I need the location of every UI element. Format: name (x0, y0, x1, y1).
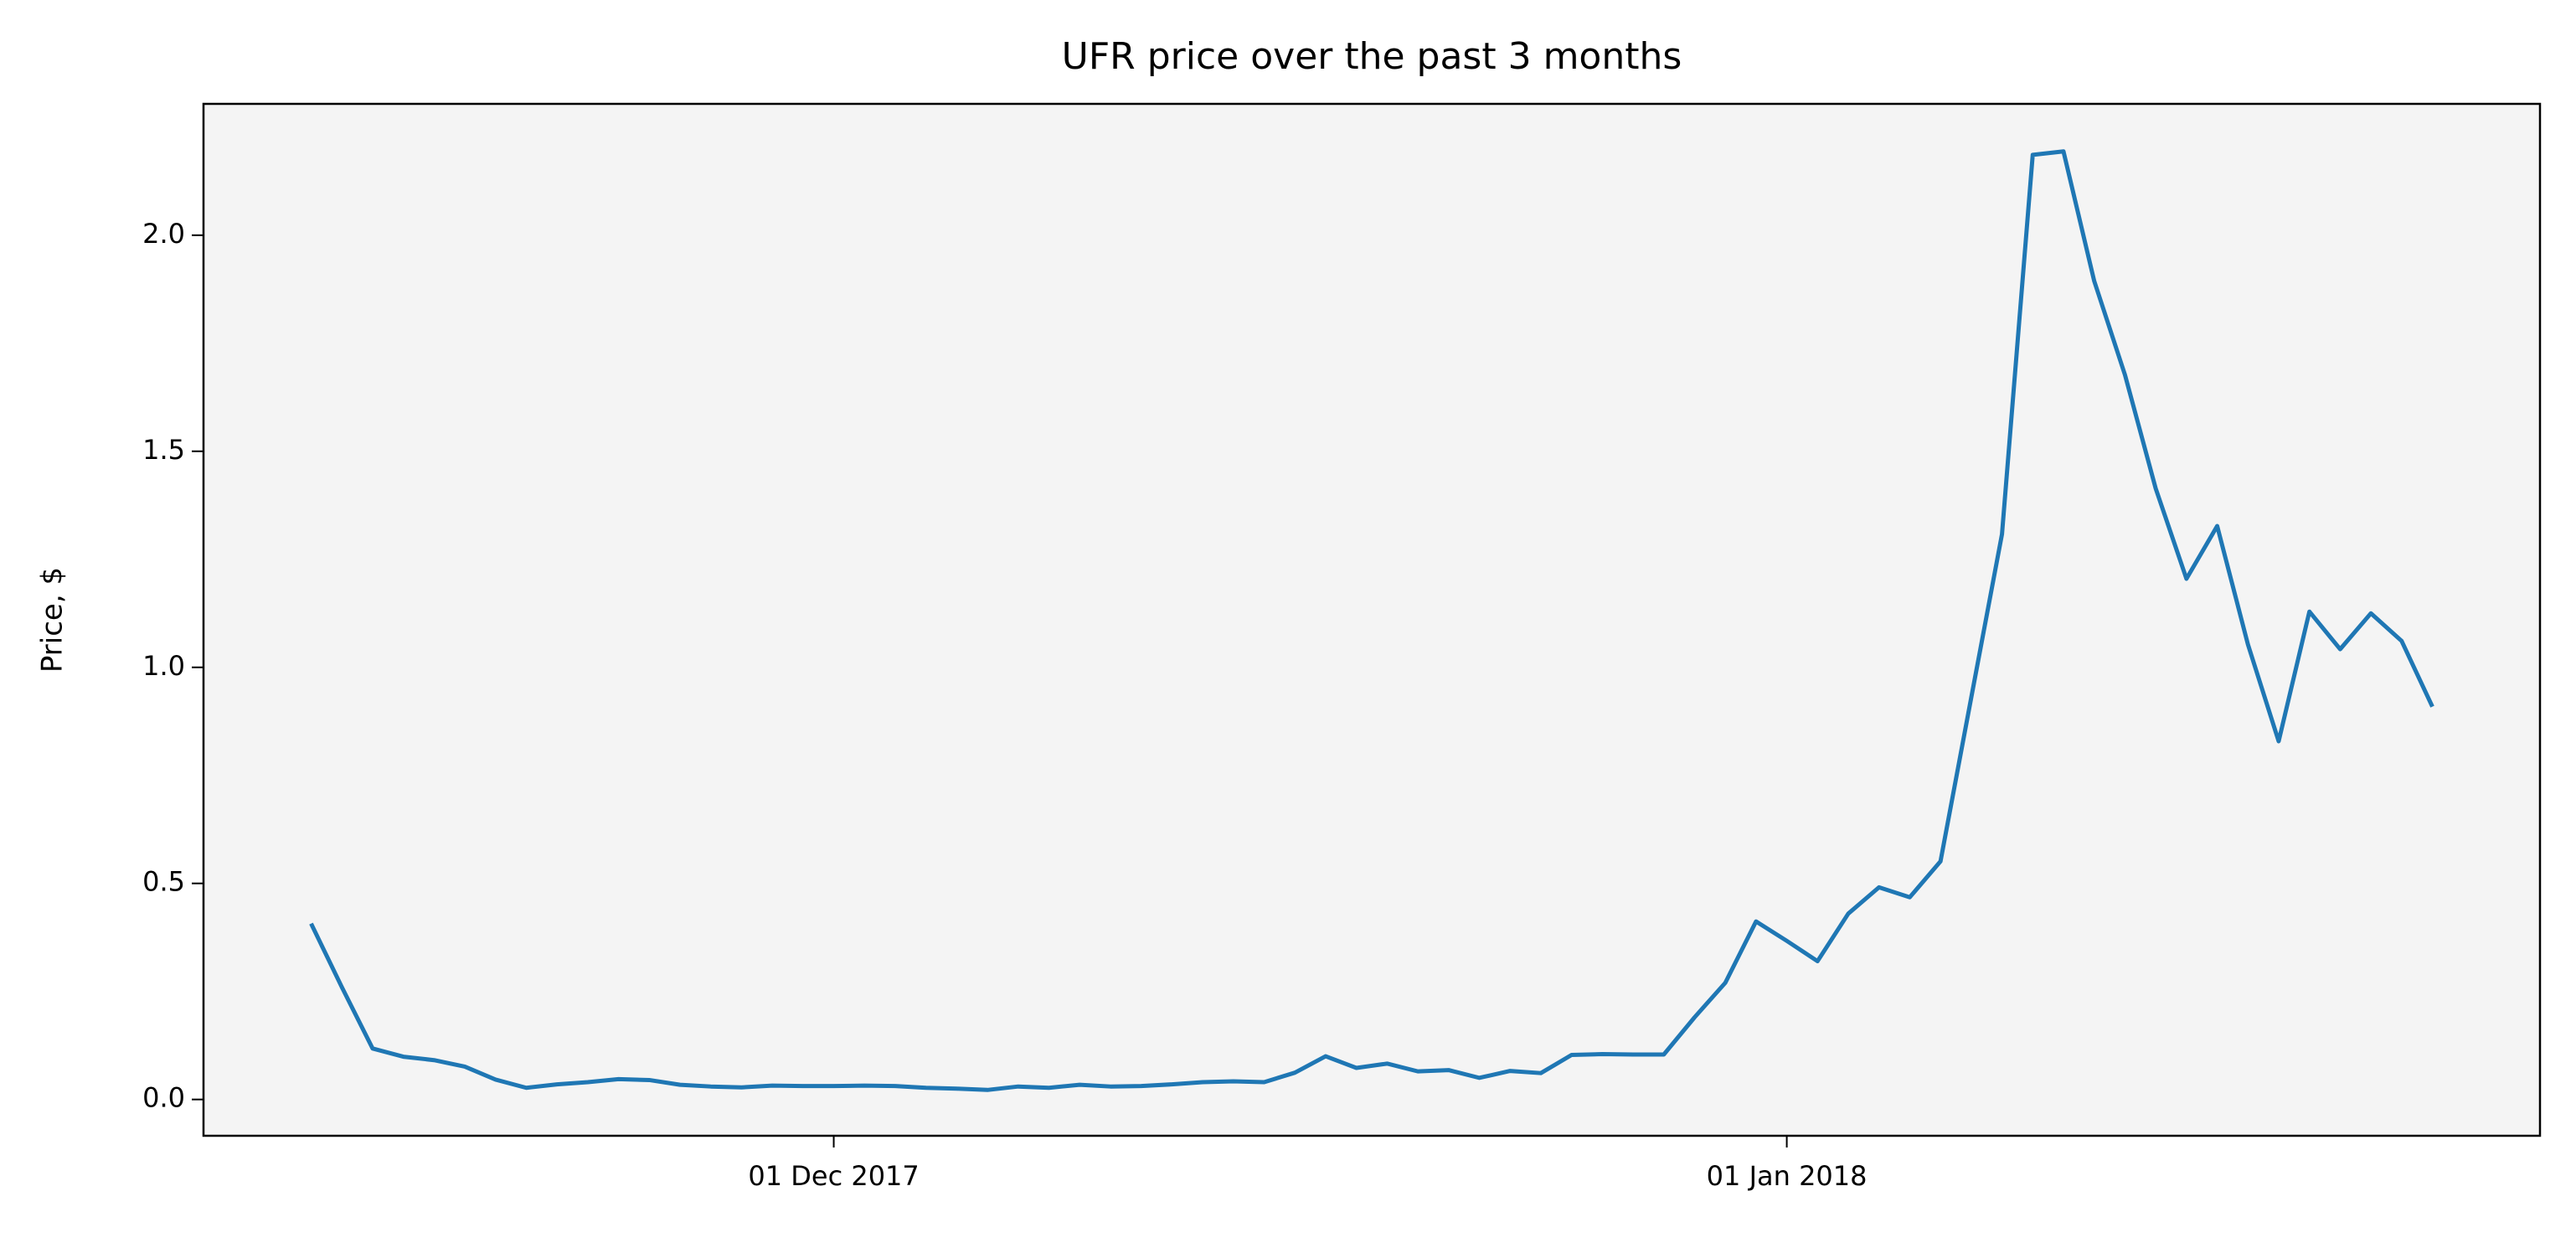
price-line (309, 149, 2434, 1092)
y-tick-label: 0.0 (142, 1082, 185, 1114)
y-tick-label: 2.0 (142, 218, 185, 250)
plot-background (204, 104, 2540, 1136)
chart-title: UFR price over the past 3 months (1062, 35, 1682, 78)
y-tick-label: 1.5 (142, 434, 185, 466)
x-tick-label: 01 Jan 2018 (1707, 1160, 1868, 1192)
plot-frame (202, 102, 2542, 1137)
y-tick-label: 0.5 (142, 866, 185, 898)
y-tick-label: 1.0 (142, 650, 185, 682)
x-tick-label: 01 Dec 2017 (748, 1160, 919, 1192)
y-axis-label: Price, $ (36, 567, 70, 673)
